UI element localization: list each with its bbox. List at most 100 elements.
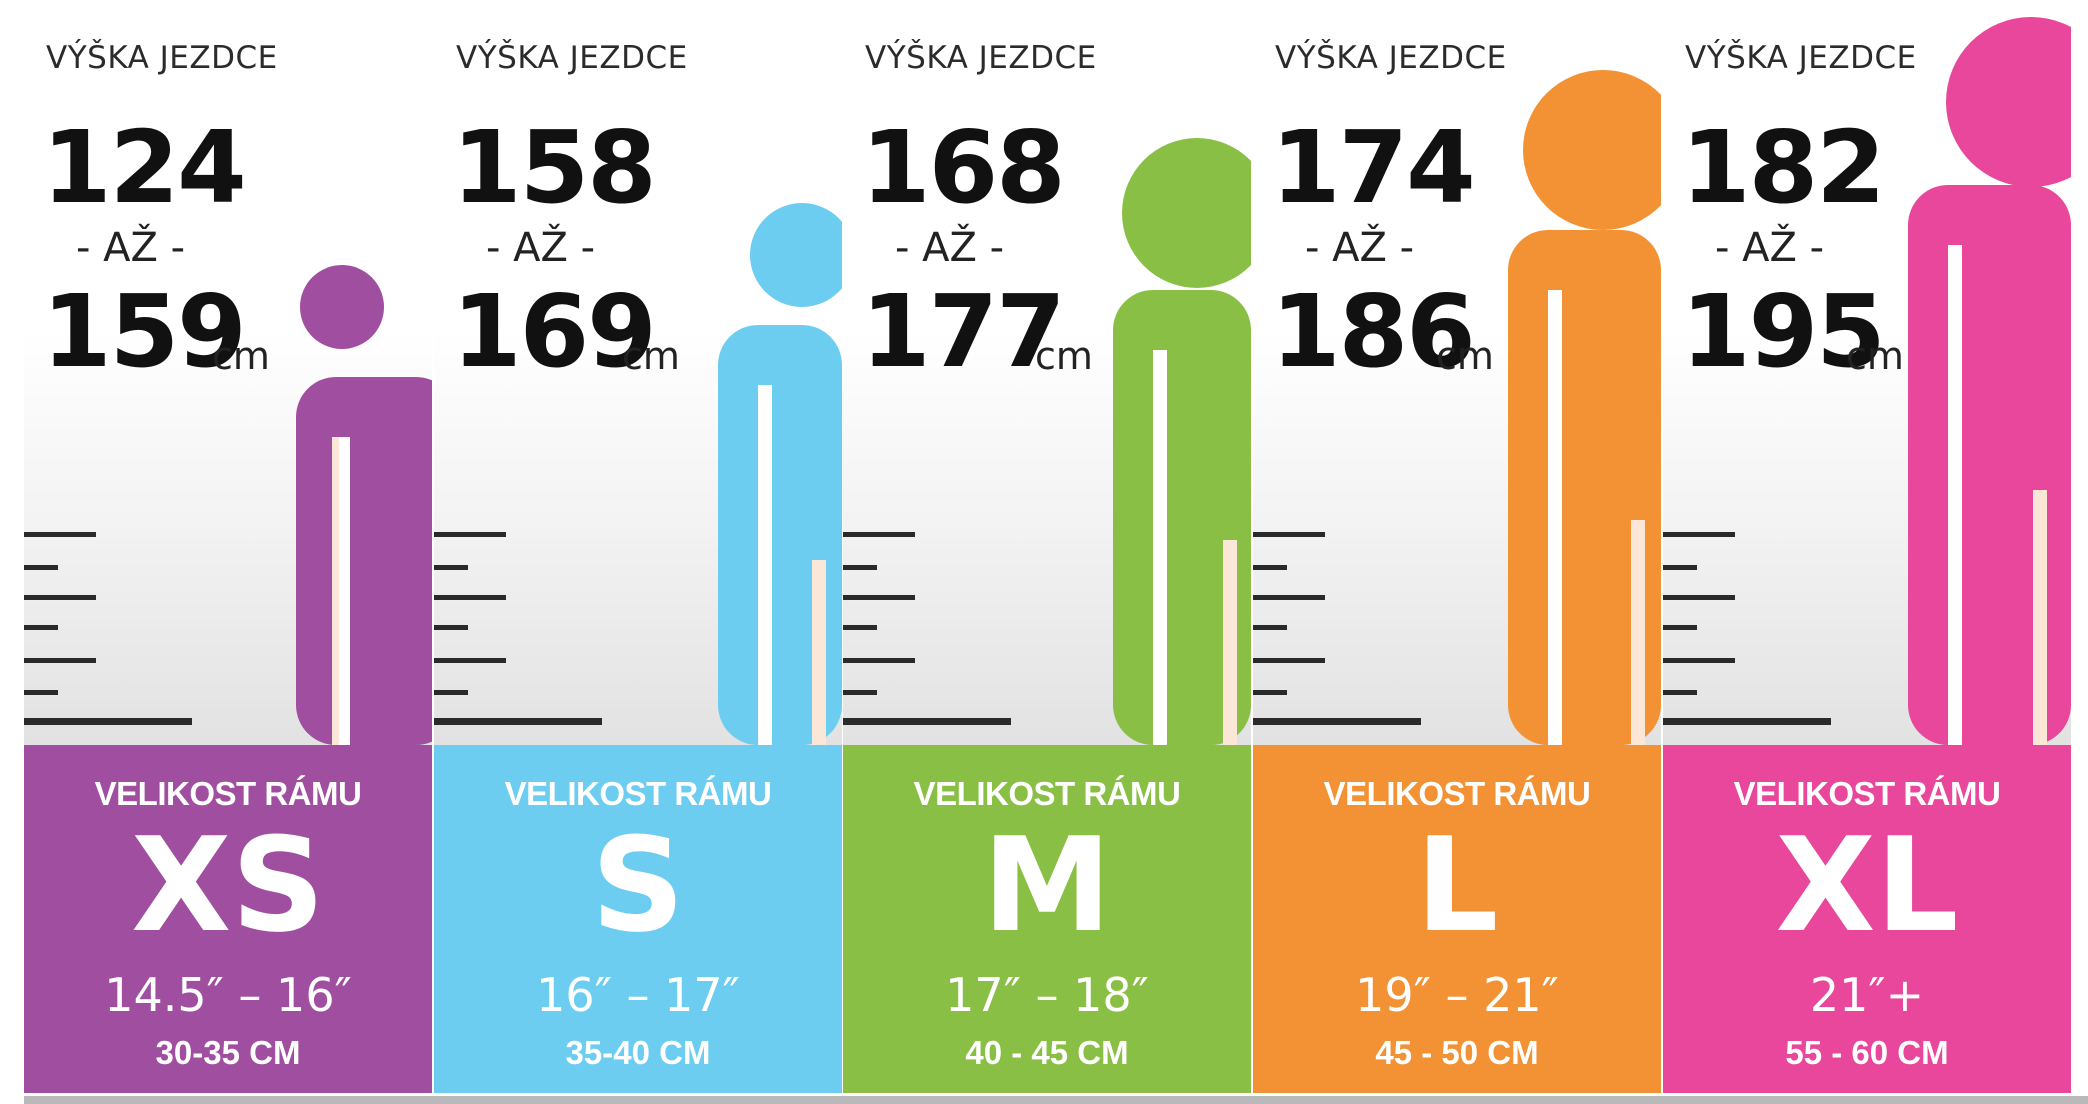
- figure-arm-gap: [1153, 350, 1167, 745]
- height-ruler-ticks: [434, 532, 602, 725]
- size-column-xl: VÝŠKA JEZDCE 182 - AŽ - 195 cm VELIKOST …: [1663, 0, 2071, 1104]
- height-ruler-ticks: [24, 532, 192, 725]
- rider-height-label: VÝŠKA JEZDCE: [1275, 40, 1507, 76]
- rider-height-label: VÝŠKA JEZDCE: [865, 40, 1097, 76]
- ruler-tick: [1253, 625, 1287, 630]
- frame-size-inches: 21″+: [1809, 968, 1925, 1022]
- figure-body: [1113, 290, 1251, 745]
- range-separator: - AŽ -: [76, 225, 186, 271]
- figure-arm-gap: [1548, 290, 1562, 745]
- frame-size-letter: XL: [1775, 809, 1959, 961]
- frame-size-inches: 14.5″ – 16″: [104, 968, 352, 1022]
- ruler-tick: [1663, 595, 1735, 600]
- height-from: 124: [42, 109, 247, 226]
- frame-size-label: VELIKOST RÁMU: [1733, 775, 2001, 812]
- height-to: 159: [42, 273, 247, 390]
- height-ruler-ticks: [1253, 532, 1421, 725]
- figure-head: [1523, 70, 1661, 230]
- figure-head: [750, 203, 842, 307]
- size-column-m: VÝŠKA JEZDCE 168 - AŽ - 177 cm VELIKOST …: [843, 0, 1251, 1104]
- ruler-tick: [843, 658, 915, 663]
- ruler-tick: [1663, 658, 1735, 663]
- figure-leg-gap: [1223, 540, 1237, 745]
- height-from: 174: [1271, 109, 1476, 226]
- figure-body: [296, 377, 432, 745]
- ruler-base: [1663, 718, 1831, 725]
- frame-size-box: [843, 745, 1251, 1093]
- size-column-xs: VÝŠKA JEZDCE 124 - AŽ - 159 cm VELIKOST …: [24, 0, 432, 1104]
- height-to: 186: [1271, 273, 1476, 390]
- ruler-tick: [1253, 532, 1325, 537]
- height-from: 158: [452, 109, 657, 226]
- height-to: 195: [1681, 273, 1886, 390]
- frame-size-letter: S: [591, 809, 685, 961]
- ruler-base: [1253, 718, 1421, 725]
- frame-size-cm: 40 - 45 CM: [965, 1034, 1129, 1071]
- figure-head: [1946, 17, 2071, 187]
- rider-figure-icon: [1908, 17, 2071, 745]
- figure-head: [1122, 138, 1251, 288]
- frame-size-box: [1663, 745, 2071, 1093]
- height-unit: cm: [1035, 334, 1093, 378]
- ruler-tick: [24, 690, 58, 695]
- ruler-tick: [1663, 565, 1697, 570]
- rider-height-label: VÝŠKA JEZDCE: [1685, 40, 1917, 76]
- ruler-tick: [24, 625, 58, 630]
- figure-leg-gap: [2033, 490, 2047, 745]
- height-to: 177: [861, 273, 1066, 390]
- height-ruler-ticks: [843, 532, 1011, 725]
- frame-size-cm: 55 - 60 CM: [1785, 1034, 1949, 1071]
- ruler-tick: [434, 625, 468, 630]
- figure-leg-gap: [812, 560, 826, 745]
- height-unit: cm: [1436, 334, 1494, 378]
- ruler-base: [434, 718, 602, 725]
- ruler-tick: [24, 658, 96, 663]
- ruler-tick: [24, 532, 96, 537]
- frame-size-letter: XS: [131, 809, 325, 961]
- ruler-tick: [24, 595, 96, 600]
- ruler-tick: [843, 532, 915, 537]
- figure-arm-gap: [758, 385, 772, 745]
- height-unit: cm: [212, 334, 270, 378]
- ruler-tick: [434, 690, 468, 695]
- ruler-tick: [24, 565, 58, 570]
- ruler-tick: [843, 595, 915, 600]
- frame-size-cm: 30-35 CM: [155, 1034, 301, 1071]
- ruler-tick: [434, 532, 506, 537]
- ruler-tick: [1253, 565, 1287, 570]
- figure-head: [300, 265, 384, 349]
- ruler-tick: [1663, 690, 1697, 695]
- figure-leg-gap: [1631, 520, 1645, 745]
- frame-size-box: [1253, 745, 1661, 1093]
- frame-size-letter: L: [1415, 809, 1499, 961]
- ruler-tick: [1253, 690, 1287, 695]
- rider-figure-icon: [296, 265, 432, 745]
- frame-size-label: VELIKOST RÁMU: [504, 775, 772, 812]
- size-column-s: VÝŠKA JEZDCE 158 - AŽ - 169 cm VELIKOST …: [434, 0, 842, 1104]
- figure-body: [718, 325, 842, 745]
- ruler-tick: [434, 595, 506, 600]
- ruler-tick: [843, 565, 877, 570]
- ruler-tick: [434, 565, 468, 570]
- frame-size-inches: 19″ – 21″: [1355, 968, 1559, 1022]
- height-unit: cm: [1846, 334, 1904, 378]
- ruler-tick: [843, 690, 877, 695]
- height-unit: cm: [622, 334, 680, 378]
- ruler-tick: [1253, 658, 1325, 663]
- frame-size-label: VELIKOST RÁMU: [94, 775, 362, 812]
- ruler-tick: [1663, 532, 1735, 537]
- height-to: 169: [452, 273, 657, 390]
- figure-arm-gap: [1948, 245, 1962, 745]
- figure-leg-gap: [332, 437, 339, 745]
- frame-size-cm: 45 - 50 CM: [1375, 1034, 1539, 1071]
- rider-figure-icon: [1508, 70, 1661, 745]
- ruler-tick: [843, 625, 877, 630]
- range-separator: - AŽ -: [1305, 225, 1415, 271]
- frame-size-box: [434, 745, 842, 1093]
- height-from: 182: [1681, 109, 1886, 226]
- frame-size-inches: 16″ – 17″: [536, 968, 740, 1022]
- ruler-base: [843, 718, 1011, 725]
- frame-size-label: VELIKOST RÁMU: [1323, 775, 1591, 812]
- height-from: 168: [861, 109, 1066, 226]
